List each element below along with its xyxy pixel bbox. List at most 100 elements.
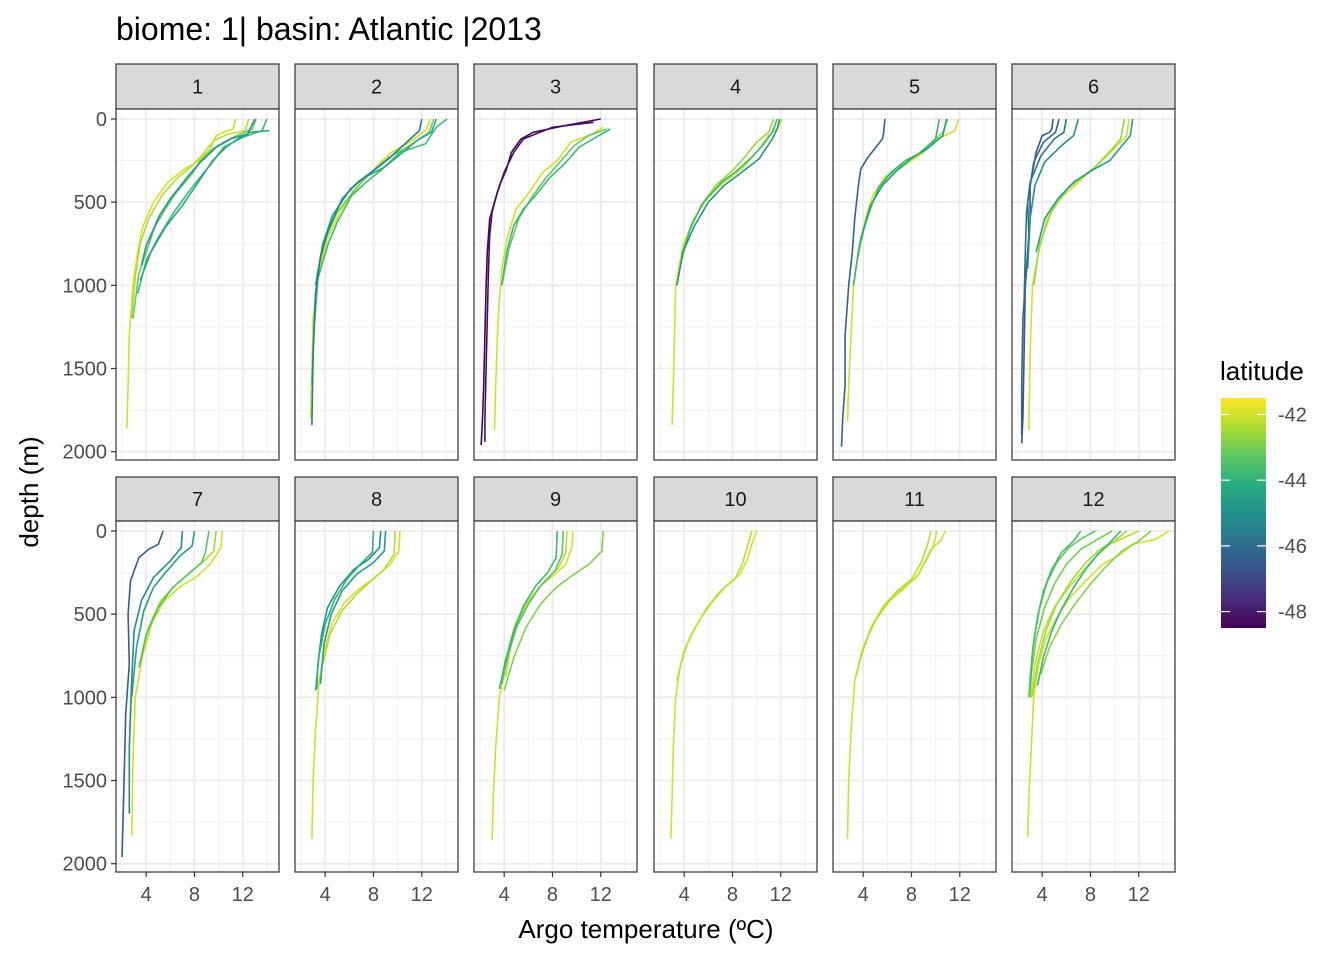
profile-line	[130, 118, 250, 319]
x-tick-label: 8	[727, 884, 738, 906]
profile-line	[138, 530, 210, 668]
profile-line	[1040, 530, 1152, 675]
y-tick-label: 0	[96, 521, 107, 543]
facet-strip-label: 2	[371, 77, 382, 99]
panel-border	[294, 108, 459, 461]
panel-border	[1011, 520, 1176, 873]
x-tick-label: 12	[1128, 884, 1150, 906]
profile-line	[676, 118, 781, 286]
facet-strip	[294, 63, 459, 110]
x-tick-label: 12	[949, 884, 971, 906]
facet-strip-label: 8	[371, 489, 382, 511]
facet-strip	[653, 63, 818, 110]
profile-line	[311, 530, 401, 839]
facet-panel-9: 9 4 8 12	[473, 476, 638, 906]
x-tick-label: 12	[411, 884, 433, 906]
x-axis-label: Argo temperature (ºC)	[518, 914, 773, 944]
facet-strip-label: 7	[192, 489, 203, 511]
legend-tick-label: -48	[1278, 602, 1307, 624]
legend-tick-label: -44	[1278, 470, 1307, 492]
legend-tick-label: -46	[1278, 536, 1307, 558]
profile-line	[860, 118, 948, 240]
x-tick-label: 8	[906, 884, 917, 906]
profile-line	[676, 530, 753, 681]
profile-line	[132, 118, 257, 319]
facet-strip-label: 3	[550, 77, 561, 99]
profile-line	[1035, 118, 1134, 253]
facet-panel-3: 3	[473, 63, 638, 461]
profile-line	[1029, 530, 1082, 688]
profile-line	[1020, 118, 1060, 435]
facet-panel-7: 7 0 500 1000 1500 2000 4 8 12	[63, 476, 280, 906]
x-tick-label: 12	[232, 884, 254, 906]
facet-strip	[294, 476, 459, 522]
facet-strip	[115, 476, 280, 522]
profile-line	[140, 118, 256, 266]
profile-line	[314, 118, 438, 286]
panel-border	[1011, 108, 1176, 461]
legend-colorbar	[1221, 398, 1266, 628]
y-tick-label: 1500	[63, 771, 108, 793]
panel-border	[653, 520, 818, 873]
y-tick-label: 2000	[63, 854, 108, 876]
y-tick-label: 1000	[63, 687, 108, 709]
y-tick-label: 1000	[63, 275, 108, 297]
profile-line	[1031, 530, 1128, 696]
profile-line	[501, 128, 608, 286]
panel-border	[294, 520, 459, 873]
profile-line	[322, 530, 396, 665]
profile-line	[503, 530, 604, 691]
legend-title: latitude	[1220, 356, 1304, 386]
facet-panel-5: 5	[832, 63, 997, 461]
profile-line	[498, 530, 559, 690]
profile-line	[840, 118, 886, 447]
profile-line	[1026, 118, 1080, 269]
profile-line	[121, 530, 164, 858]
x-tick-label: 4	[499, 884, 510, 906]
chart-title: biome: 1| basin: Atlantic |2013	[116, 11, 542, 47]
facet-strip	[1011, 63, 1176, 110]
profile-line	[501, 530, 565, 685]
facet-strip-label: 5	[909, 77, 920, 99]
x-tick-label: 8	[1085, 884, 1096, 906]
profile-line	[130, 530, 224, 836]
profile-line	[1029, 530, 1113, 698]
facet-panel-11: 11 4 8 12	[832, 476, 997, 906]
legend: latitude -42 -44 -46 -48	[1220, 356, 1307, 628]
facet-panel-8: 8 4 8 12	[294, 476, 459, 906]
panel-border	[832, 520, 997, 873]
panel-border	[115, 108, 280, 461]
facet-strip	[473, 63, 638, 110]
profile-line	[311, 118, 448, 386]
x-tick-label: 4	[679, 884, 690, 906]
facet-panel-4: 4	[653, 63, 818, 461]
y-tick-label: 2000	[63, 442, 108, 464]
profile-line	[319, 530, 387, 685]
panel-border	[473, 108, 638, 461]
x-tick-label: 4	[141, 884, 152, 906]
x-tick-label: 12	[590, 884, 612, 906]
facet-strip-label: 6	[1088, 77, 1099, 99]
facet-strip	[473, 476, 638, 522]
panel-border	[653, 108, 818, 461]
facet-strip-label: 4	[730, 77, 741, 99]
facet-strip	[1011, 476, 1176, 522]
facet-panel-10: 10 4 8 12	[653, 476, 818, 906]
profile-line	[128, 530, 184, 814]
panel-border	[832, 108, 997, 461]
x-tick-label: 4	[1037, 884, 1048, 906]
y-tick-label: 0	[96, 109, 107, 131]
x-tick-label: 8	[368, 884, 379, 906]
profile-line	[860, 530, 932, 658]
facet-strip	[115, 63, 280, 110]
profile-line	[1030, 530, 1140, 698]
profile-line	[314, 530, 375, 691]
profile-line	[681, 118, 778, 256]
profile-line	[311, 118, 423, 426]
facet-panel-1: 1 0 500 1000 1500 2000	[63, 63, 280, 464]
profile-line	[491, 530, 574, 841]
facet-strip-label: 11	[904, 489, 925, 511]
x-tick-label: 8	[547, 884, 558, 906]
